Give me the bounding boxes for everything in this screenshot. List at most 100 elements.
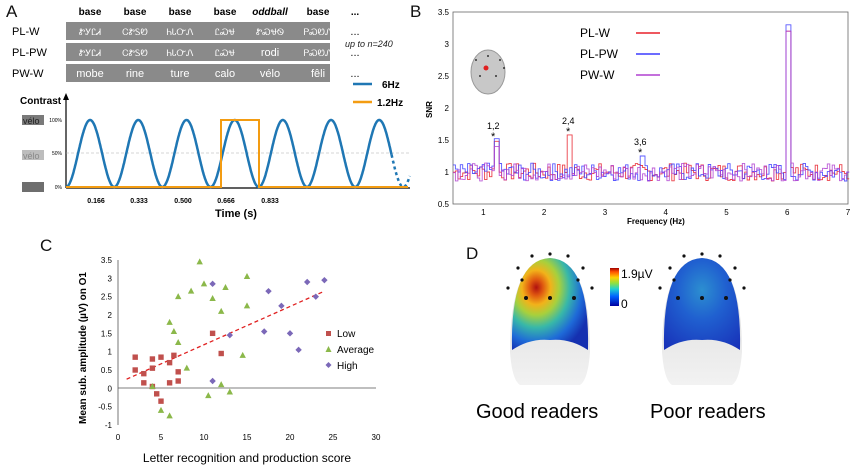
b-ytick-6: 3.5	[438, 8, 450, 17]
c-point-average-10	[200, 280, 208, 287]
stim-0-5: ᏢᏍᏬᏁ	[304, 28, 333, 38]
b-ytick-2: 1.5	[438, 136, 450, 145]
c-point-low-10	[166, 359, 173, 366]
panel-a-label: A	[6, 2, 18, 21]
stim-thumb-0	[22, 182, 44, 192]
c-ytick-3: 2	[108, 311, 113, 320]
b-legend-plw: PL-W	[580, 26, 611, 40]
c-point-average-18	[243, 273, 251, 279]
c-point-average-11	[205, 392, 212, 399]
legend-6hz-label: 6Hz	[382, 80, 400, 91]
c-point-high-3	[261, 328, 268, 335]
c-point-high-0	[209, 377, 216, 385]
c-x-ticks: 0 5 10 15 20 25 30	[116, 433, 381, 442]
stim-2-2: ture	[171, 68, 190, 80]
upto-label: up to n=240	[345, 39, 393, 49]
contrast-label: Contrast	[20, 96, 62, 107]
stim-1-3: ᏝᏍᏠ	[215, 49, 235, 59]
c-point-average-19	[243, 302, 251, 309]
c-xtick-5: 25	[329, 433, 338, 442]
c-point-low-9	[158, 354, 164, 360]
legend-1-2hz-label: 1.2Hz	[377, 98, 403, 109]
c-point-high-1	[209, 280, 216, 288]
c-ytick-0: 3.5	[101, 256, 113, 265]
b-x-ticks: 1 2 3 4 5 6 7	[481, 208, 851, 217]
c-scatter-points	[132, 258, 328, 419]
c-point-average-2	[166, 412, 173, 419]
c-point-low-12	[171, 352, 177, 359]
c-point-low-7	[154, 391, 160, 397]
c-xtick-0: 0	[116, 433, 121, 442]
c-y-ticks: 3.5 3 2.5 2 1.5 1 0.5 0 -0.5 -1	[98, 256, 112, 430]
row-label-2: PW-W	[12, 68, 44, 80]
c-xtick-6: 30	[372, 433, 381, 442]
a-ytick-2: 0%	[55, 185, 63, 191]
stim-0-0: ᏑᎩᏝᏗ	[79, 28, 102, 38]
c-point-low-4	[149, 356, 156, 362]
annot-3-6-star: *	[638, 147, 643, 159]
c-ytick-8: -0.5	[98, 403, 112, 412]
c-point-low-2	[141, 370, 147, 377]
c-point-average-9	[196, 258, 203, 265]
c-point-high-8	[304, 278, 311, 286]
c-point-high-5	[278, 302, 285, 310]
c-point-average-1	[157, 406, 165, 413]
c-ytick-7: 0	[108, 384, 113, 393]
b-ytick-0: 0.5	[438, 200, 450, 209]
stim-1-0: ᏑᎩᏝᏗ	[79, 49, 102, 59]
stim-2-6: ...	[350, 68, 359, 80]
c-point-average-15	[222, 284, 229, 290]
head-map-good	[506, 252, 594, 385]
row-bg-1	[66, 43, 330, 61]
panel-c-label: C	[40, 236, 53, 255]
b-spectrum-series	[453, 24, 850, 182]
header-1: base	[124, 7, 147, 18]
stim-1-2: ᏂᏓᏅᏁ	[166, 49, 194, 59]
header-3: base	[214, 7, 237, 18]
panel-d: 1.9µV 0 Good readers Poor readers	[476, 252, 766, 423]
c-point-average-16	[226, 388, 233, 395]
c-point-average-14	[218, 307, 225, 314]
stim-0-1: ᏟᏑᏚᏬ	[122, 28, 148, 38]
c-point-low-15	[209, 330, 216, 337]
c-ytick-5: 1	[108, 348, 113, 357]
b-xtick-6: 7	[846, 208, 851, 217]
stim-2-4: vélo	[260, 68, 280, 80]
wave-6hz	[65, 118, 393, 189]
header-6: ...	[351, 7, 360, 18]
stim-thumb-100-text: vélo	[23, 116, 40, 126]
c-point-average-0	[149, 383, 156, 389]
header-5: base	[307, 7, 330, 18]
b-xlabel: Frequency (Hz)	[627, 217, 685, 226]
b-y-ticks: 0.5 1 1.5 2 2.5 3 3.5	[438, 8, 450, 209]
a-xtick-3: 0.666	[217, 198, 235, 205]
c-trendline	[126, 290, 325, 380]
b-legend-pww: PW-W	[580, 68, 615, 82]
row-label-1: PL-PW	[12, 47, 47, 59]
c-xtick-4: 20	[286, 433, 295, 442]
stim-0-6: ...	[350, 26, 359, 38]
label-good-readers: Good readers	[476, 401, 598, 423]
c-ytick-4: 1.5	[101, 329, 113, 338]
b-ytick-1: 1	[445, 168, 450, 177]
stim-0-2: ᏂᏓᏅᏁ	[166, 28, 194, 38]
c-legend-high: High	[337, 361, 358, 372]
c-point-low-8	[158, 398, 164, 404]
row-bg-2	[66, 64, 330, 82]
head-map-poor	[658, 252, 746, 385]
c-point-average-7	[183, 364, 190, 371]
c-xtick-3: 15	[243, 433, 252, 442]
c-point-low-1	[132, 367, 138, 373]
a-xtick-0: 0.166	[87, 198, 105, 205]
b-ytick-4: 2.5	[438, 72, 450, 81]
c-legend-high-marker	[325, 362, 332, 368]
a-xlabel: Time (s)	[215, 208, 257, 220]
c-point-average-3	[166, 318, 173, 325]
panel-c: 3.5 3 2.5 2 1.5 1 0.5 0 -0.5 -1 0 5 10 15 20 25 30 Mean…	[78, 256, 381, 465]
a-xtick-2: 0.500	[174, 198, 192, 205]
annot-1-2-star: *	[491, 131, 496, 143]
annot-2-4: 2,4	[562, 116, 575, 126]
row-bg-0	[66, 22, 330, 40]
stim-1-4: rodi	[261, 47, 279, 59]
a-x-ticks: 0.166 0.333 0.500 0.666 0.833	[87, 198, 279, 205]
